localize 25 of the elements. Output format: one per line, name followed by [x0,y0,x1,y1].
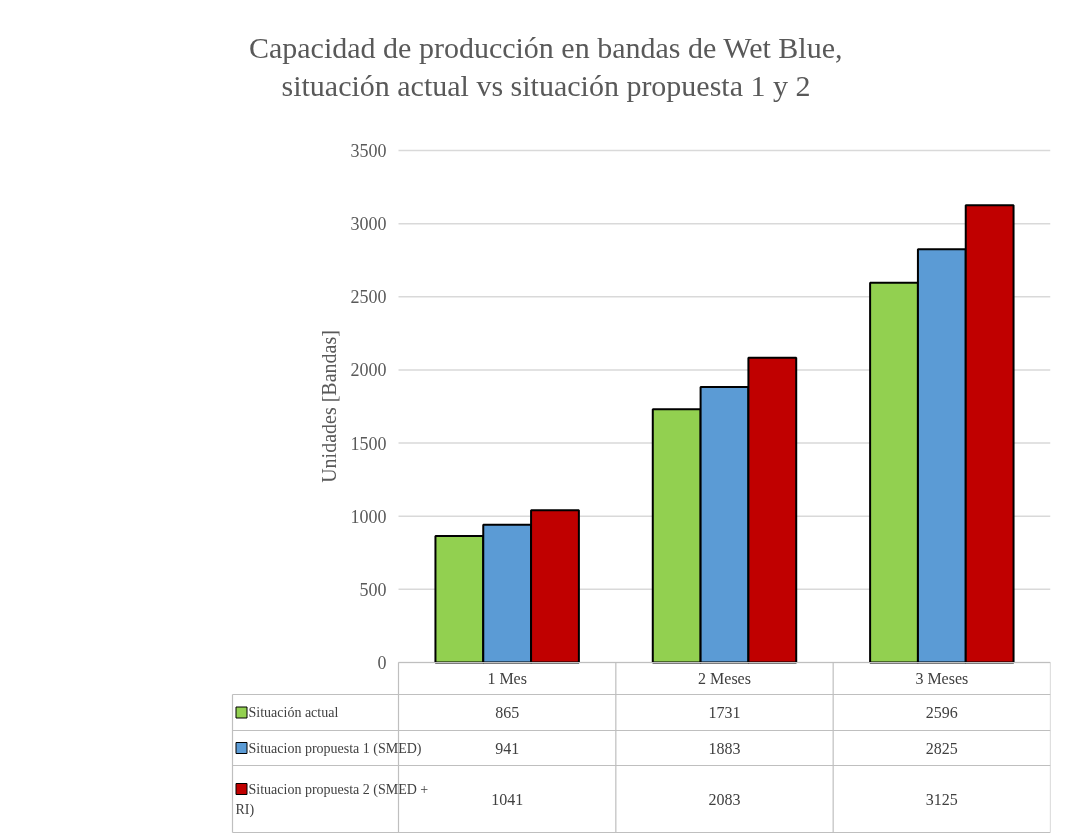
y-tick-label: 2000 [350,360,387,381]
data-label: 2596 [925,704,958,721]
y-tick-label: 3000 [350,214,387,235]
data-label: 941 [495,739,520,757]
data-label: 1883 [708,739,741,757]
y-tick-label: 1000 [350,506,387,527]
data-label: 2825 [925,739,958,757]
data-label: 1731 [708,704,741,721]
data-label: 1041 [491,790,524,808]
y-tick-label: 500 [359,579,387,600]
x-tick-label: 3 Meses [915,670,969,687]
data-label: 2083 [708,790,741,808]
y-tick-label: 2500 [350,287,387,308]
legend-label: Situacion propuesta 1 (SMED) [248,740,422,757]
data-label: 3125 [925,790,958,808]
x-tick-label: 1 Mes [487,670,527,687]
chart-title: Capacidad de producción en bandas de Wet Blue, situación actual vs situación propuesta 1 y 2 [248,31,843,102]
data-label: 865 [495,704,520,721]
y-tick-label: 1500 [350,433,387,454]
legend-label: Situacion propuesta 2 (SMED + RI) [235,781,429,818]
y-tick-label: 3500 [350,141,387,161]
y-axis-title: Unidades [Bandas] [317,330,340,483]
legend-label: Situación actual [248,705,339,720]
y-tick-label: 0 [377,653,387,673]
x-tick-label: 2 Meses [698,670,751,687]
